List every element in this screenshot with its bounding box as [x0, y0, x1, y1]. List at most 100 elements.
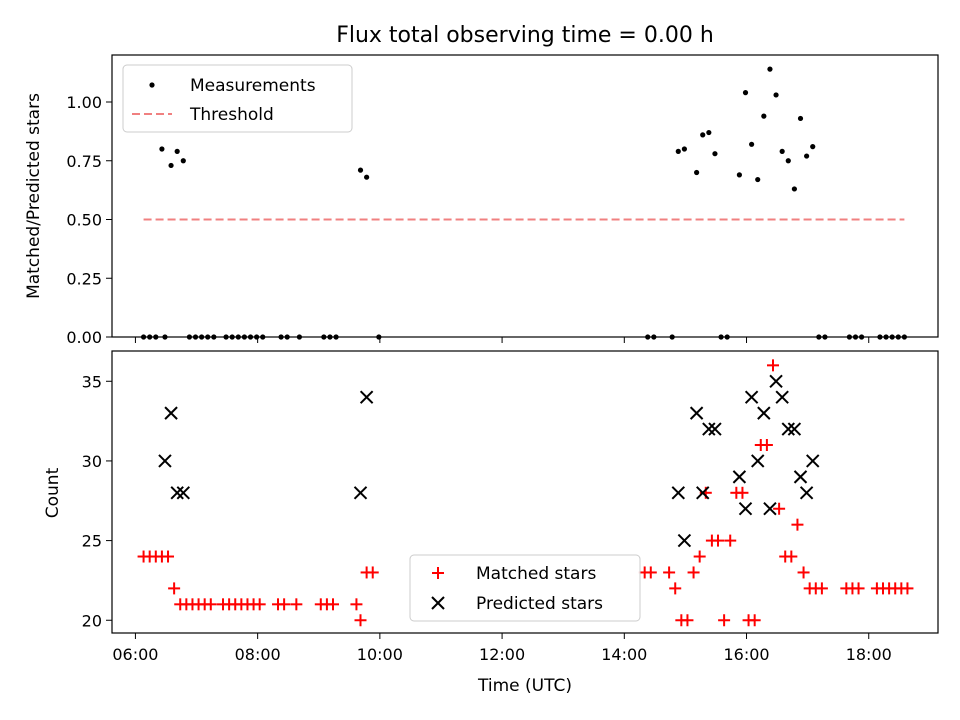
- top-y-tick-label: 1.00: [66, 93, 102, 112]
- measurement-point: [712, 151, 718, 157]
- top-y-tick-label: 0.00: [66, 328, 102, 347]
- measurement-point: [797, 115, 804, 122]
- bottom-legend-box: [409, 554, 641, 622]
- measurement-point: [675, 148, 681, 154]
- bottom-y-tick-label: 30: [82, 452, 102, 471]
- measurement-point: [364, 174, 370, 180]
- x-tick-label: 16:00: [723, 645, 769, 664]
- predicted-star-point: [702, 422, 716, 436]
- legend-matched-label: Matched stars: [476, 564, 596, 584]
- matched-star-point: [162, 550, 175, 563]
- matched-star-point: [712, 534, 725, 547]
- x-tick-label: 14:00: [601, 645, 647, 664]
- measurement-point: [791, 186, 797, 192]
- measurement-point: [681, 146, 687, 152]
- predicted-star-point: [738, 502, 753, 516]
- bottom-panel: Count Time (UTC) 20 25 30 35 06:00 08:00 10:0…: [43, 350, 939, 696]
- predicted-star-point: [732, 470, 747, 484]
- measurement-point: [174, 148, 180, 154]
- top-y-tick-label: 0.75: [66, 152, 102, 171]
- measurement-point: [749, 141, 755, 147]
- x-tick-label: 12:00: [479, 645, 525, 664]
- bottom-axes-frame: [111, 350, 939, 634]
- measurement-point: [168, 162, 174, 169]
- measurement-point: [742, 90, 749, 96]
- predicted-star-point: [744, 390, 759, 404]
- matched-star-point: [644, 566, 657, 579]
- top-y-ticks: 0.00 0.25 0.50 0.75 1.00: [66, 93, 112, 347]
- measurement-point: [357, 167, 364, 173]
- matched-star-point: [760, 439, 773, 451]
- measurement-point: [767, 66, 773, 72]
- matched-star-point: [815, 582, 828, 595]
- x-axis-label: Time (UTC): [477, 676, 572, 696]
- matched-star-point: [724, 534, 737, 547]
- bottom-legend: Matched stars Predicted stars: [409, 554, 641, 622]
- matched-star-point: [748, 614, 761, 627]
- predicted-star-point: [359, 390, 374, 404]
- matched-star-point: [354, 614, 367, 627]
- measurement-point: [810, 144, 816, 150]
- predicted-star-point: [164, 406, 178, 420]
- measurement-point: [779, 148, 785, 154]
- predicted-star-point: [696, 486, 710, 500]
- measurement-point: [785, 158, 791, 164]
- predicted-star-point: [176, 486, 191, 500]
- chart-title: Flux total observing time = 0.00 h: [336, 23, 714, 48]
- x-tick-label: 18:00: [846, 645, 892, 664]
- top-y-tick-label: 0.50: [66, 211, 102, 230]
- matched-star-point: [663, 566, 676, 579]
- matched-star-point: [718, 614, 731, 627]
- matched-star-point: [901, 582, 914, 595]
- bottom-y-tick-label: 25: [82, 532, 102, 551]
- top-legend: Measurements Threshold: [122, 64, 353, 133]
- x-tick-label: 06:00: [112, 645, 158, 664]
- matched-star-point: [693, 550, 706, 563]
- measurement-point: [159, 146, 165, 152]
- matched-star-point: [669, 582, 682, 595]
- legend-matched-marker: [432, 567, 444, 579]
- matched-star-point: [366, 566, 379, 579]
- bottom-x-ticks: 06:00 08:00 10:00 12:00 14:00 16:00 18:00: [112, 633, 892, 664]
- predicted-star-point: [158, 454, 172, 468]
- predicted-star-point: [793, 470, 808, 484]
- bottom-y-axis-label: Count: [43, 467, 63, 518]
- matched-star-point: [168, 582, 181, 595]
- top-panel: Flux total observing time = 0.00 h Match…: [24, 23, 939, 347]
- matched-star-point: [791, 518, 804, 531]
- predicted-star-point: [757, 406, 771, 420]
- predicted-star-point: [769, 374, 783, 388]
- bottom-y-tick-label: 20: [82, 611, 102, 630]
- top-legend-box: [122, 64, 353, 133]
- matched-star-point: [290, 598, 303, 611]
- measurement-point: [700, 132, 706, 138]
- predicted-star-point: [689, 406, 704, 420]
- legend-predicted-marker: [431, 596, 445, 610]
- measurement-point: [736, 172, 742, 178]
- matched-star-point: [767, 359, 780, 372]
- legend-predicted-label: Predicted stars: [476, 594, 603, 614]
- matched-star-point: [736, 486, 749, 499]
- bottom-plot-area: [137, 359, 914, 627]
- matched-star-point: [852, 582, 865, 595]
- measurement-point: [706, 129, 712, 136]
- measurement-point: [804, 153, 810, 159]
- predicted-star-point: [677, 533, 692, 548]
- measurement-point: [180, 158, 186, 164]
- predicted-star-point: [763, 502, 777, 516]
- matched-star-point: [327, 598, 340, 611]
- matched-star-point: [773, 502, 786, 515]
- matched-star-point: [687, 566, 700, 579]
- legend-measurements-marker: [149, 82, 155, 88]
- matched-star-point: [350, 598, 363, 611]
- legend-threshold-label: Threshold: [189, 105, 274, 125]
- measurement-point: [761, 113, 767, 119]
- predicted-star-point: [775, 390, 789, 404]
- top-y-axis-label: Matched/Predicted stars: [24, 93, 44, 299]
- measurement-point: [755, 176, 761, 183]
- predicted-star-point: [787, 422, 802, 436]
- predicted-star-point: [806, 454, 820, 468]
- matched-star-point: [253, 598, 266, 611]
- predicted-star-point: [781, 422, 795, 436]
- predicted-star-point: [353, 486, 368, 500]
